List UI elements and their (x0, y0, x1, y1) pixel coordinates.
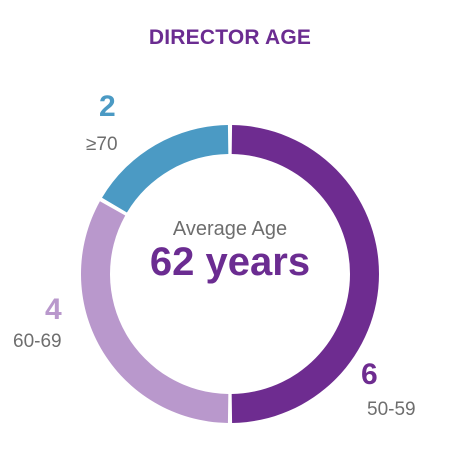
center-label: Average Age (172, 218, 288, 240)
slice-category-60-69: 60-69 (13, 331, 62, 352)
donut-slice--70 (102, 125, 229, 213)
slice-value-70-plus: 2 (99, 90, 116, 123)
slice-value-50-59: 6 (361, 358, 378, 391)
slice-category-50-59: 50-59 (367, 399, 416, 420)
slice-value-60-69: 4 (45, 293, 62, 326)
donut-slice-60-69 (80, 201, 229, 423)
slice-category-70-plus: ≥70 (86, 134, 118, 155)
center-value: 62 years (149, 240, 311, 284)
donut-slice-50-59 (231, 125, 380, 423)
chart-title: DIRECTOR AGE (148, 26, 312, 49)
